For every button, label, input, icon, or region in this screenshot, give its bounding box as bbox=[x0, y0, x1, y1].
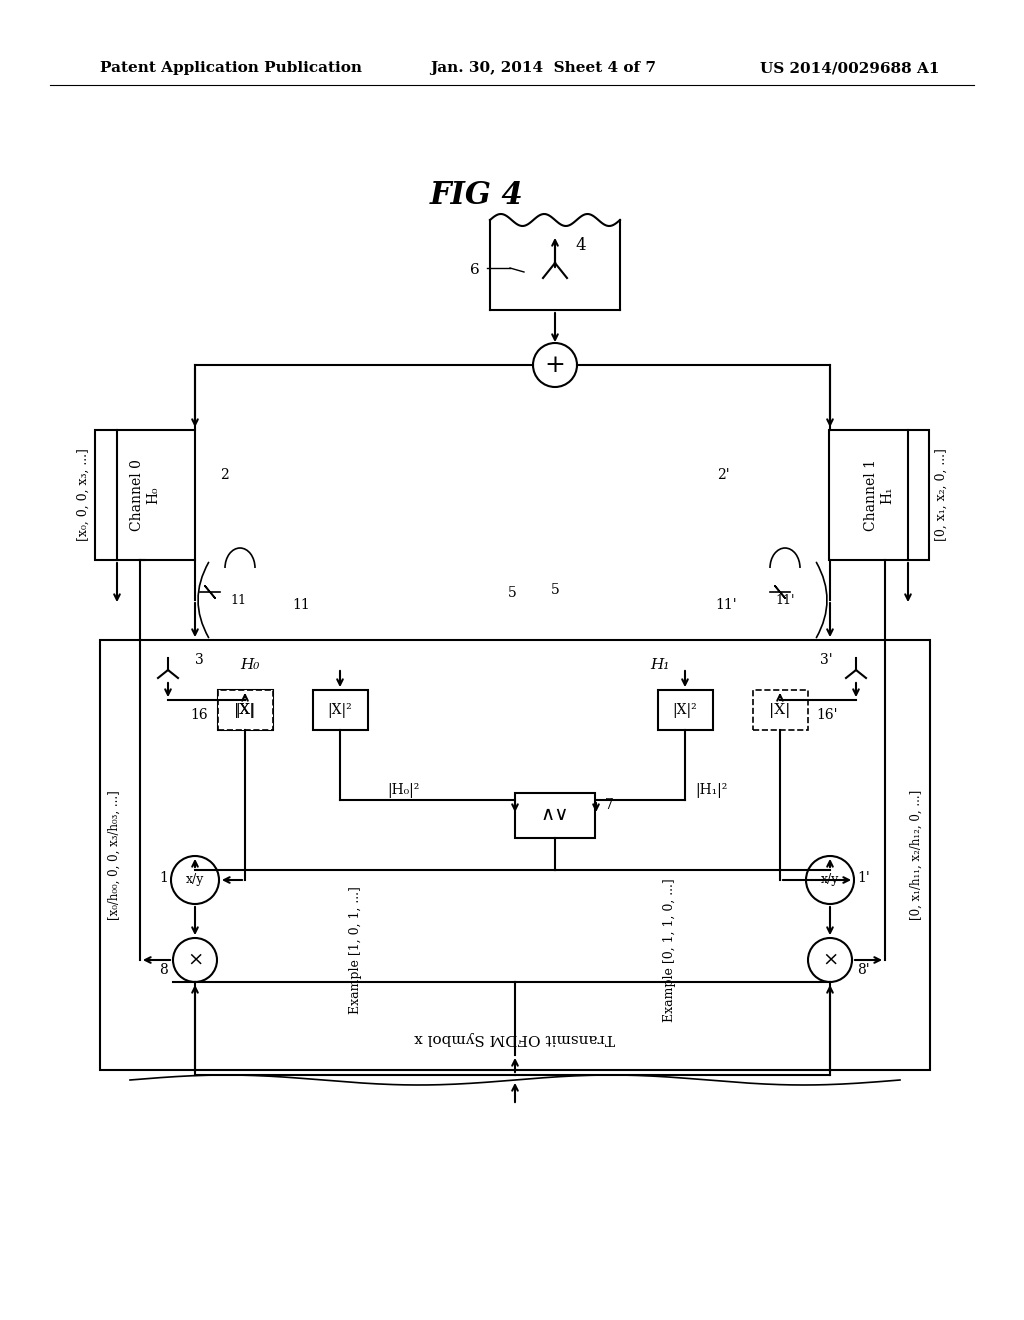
Text: |X|: |X| bbox=[236, 702, 255, 718]
Text: 3: 3 bbox=[195, 653, 204, 667]
Text: 4: 4 bbox=[575, 236, 586, 253]
Text: H₁: H₁ bbox=[650, 657, 670, 672]
FancyBboxPatch shape bbox=[217, 690, 272, 730]
Text: 3': 3' bbox=[820, 653, 833, 667]
Text: Channel 0
H₀: Channel 0 H₀ bbox=[130, 459, 160, 531]
Text: 1: 1 bbox=[159, 871, 168, 884]
Text: |X|²: |X|² bbox=[328, 702, 352, 718]
FancyBboxPatch shape bbox=[313, 690, 368, 730]
Text: US 2014/0029688 A1: US 2014/0029688 A1 bbox=[760, 61, 939, 75]
FancyBboxPatch shape bbox=[658, 690, 713, 730]
Text: ×: × bbox=[186, 950, 203, 969]
Text: [0, x₁, x₂, 0, ...]: [0, x₁, x₂, 0, ...] bbox=[935, 449, 947, 541]
Text: ×: × bbox=[822, 950, 839, 969]
Text: Patent Application Publication: Patent Application Publication bbox=[100, 61, 362, 75]
Text: ∧∨: ∧∨ bbox=[541, 807, 569, 824]
FancyBboxPatch shape bbox=[95, 430, 195, 560]
Text: 8': 8' bbox=[857, 964, 869, 977]
Text: H₀: H₀ bbox=[241, 657, 260, 672]
Text: |X|²: |X|² bbox=[673, 702, 697, 718]
Text: 11: 11 bbox=[292, 598, 310, 612]
Text: |X|: |X| bbox=[769, 702, 791, 718]
Text: 1': 1' bbox=[857, 871, 869, 884]
FancyBboxPatch shape bbox=[100, 640, 930, 1071]
Text: 16': 16' bbox=[816, 708, 838, 722]
FancyBboxPatch shape bbox=[515, 792, 595, 837]
Text: |H₀|²: |H₀|² bbox=[388, 783, 420, 797]
Text: |H₁|²: |H₁|² bbox=[695, 783, 727, 797]
Text: Example [1, 0, 1, ...]: Example [1, 0, 1, ...] bbox=[348, 886, 361, 1014]
Text: FIG 4: FIG 4 bbox=[430, 180, 523, 210]
Text: x/y: x/y bbox=[185, 874, 204, 887]
Text: 5: 5 bbox=[508, 586, 516, 601]
Text: [0, x₁/h₁₁, x₂/h₁₂, 0, ...]: [0, x₁/h₁₁, x₂/h₁₂, 0, ...] bbox=[909, 789, 923, 920]
Text: 5: 5 bbox=[551, 583, 559, 597]
Text: Jan. 30, 2014  Sheet 4 of 7: Jan. 30, 2014 Sheet 4 of 7 bbox=[430, 61, 656, 75]
Text: [x₀, 0, 0, x₃, ...]: [x₀, 0, 0, x₃, ...] bbox=[77, 449, 89, 541]
Text: 8: 8 bbox=[160, 964, 168, 977]
Text: 11': 11' bbox=[775, 594, 795, 606]
Text: 2: 2 bbox=[220, 469, 228, 482]
Text: x/y: x/y bbox=[821, 874, 840, 887]
Text: 7: 7 bbox=[605, 799, 613, 812]
Text: 16: 16 bbox=[190, 708, 208, 722]
Text: Channel 1
H₁: Channel 1 H₁ bbox=[864, 459, 894, 531]
Text: 11': 11' bbox=[715, 598, 736, 612]
Text: Example [0, 1, 1, 0, ...]: Example [0, 1, 1, 0, ...] bbox=[664, 878, 677, 1022]
Text: |X|: |X| bbox=[234, 702, 256, 718]
Text: [x₀/h₀₀, 0, 0, x₃/h₀₃, ...]: [x₀/h₀₀, 0, 0, x₃/h₀₃, ...] bbox=[108, 791, 121, 920]
Text: Transmit OFDM Symbol x: Transmit OFDM Symbol x bbox=[415, 1031, 615, 1045]
Text: 11: 11 bbox=[230, 594, 246, 606]
FancyBboxPatch shape bbox=[753, 690, 808, 730]
Text: 6: 6 bbox=[470, 263, 480, 277]
Text: 2': 2' bbox=[718, 469, 730, 482]
FancyBboxPatch shape bbox=[218, 690, 273, 730]
FancyBboxPatch shape bbox=[829, 430, 929, 560]
Text: +: + bbox=[545, 354, 565, 376]
